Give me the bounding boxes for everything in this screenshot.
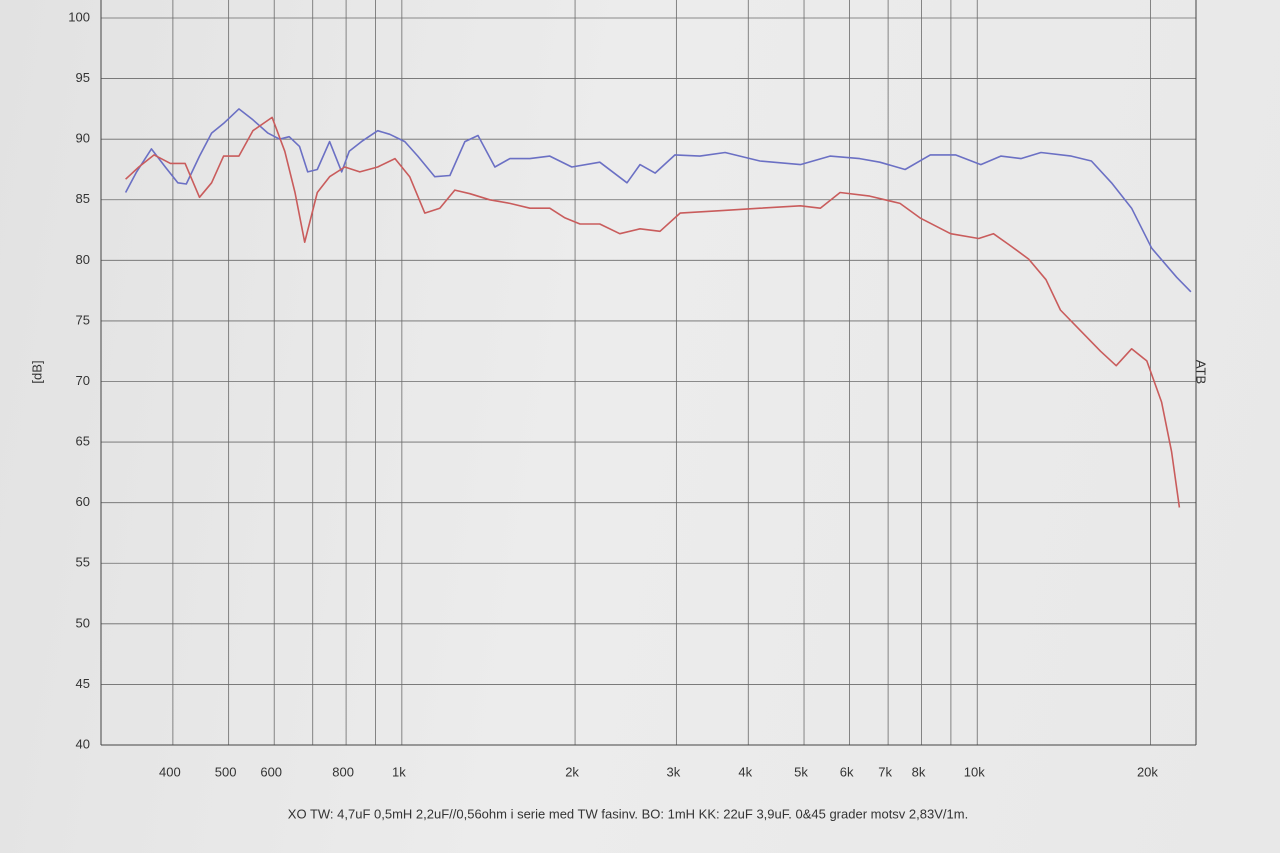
- x-tick-label: 1k: [392, 764, 406, 779]
- x-tick-label: 5k: [794, 764, 808, 779]
- y-tick-label: 40: [76, 736, 90, 751]
- x-tick-label: 7k: [878, 764, 892, 779]
- x-tick-label: 6k: [840, 764, 854, 779]
- y-tick-label: 95: [76, 70, 90, 85]
- y-tick-label: 100: [68, 9, 90, 24]
- y-tick-label: 45: [76, 676, 90, 691]
- x-tick-label: 500: [215, 764, 237, 779]
- y-axis-label: [dB]: [29, 360, 44, 383]
- x-tick-label: 4k: [738, 764, 752, 779]
- y-tick-label: 80: [76, 252, 90, 267]
- y-tick-label: 55: [76, 555, 90, 570]
- x-tick-label: 10k: [964, 764, 985, 779]
- y-tick-label: 85: [76, 191, 90, 206]
- y-tick-label: 75: [76, 312, 90, 327]
- y-tick-label: 50: [76, 615, 90, 630]
- x-tick-label: 600: [260, 764, 282, 779]
- y-tick-label: 90: [76, 131, 90, 146]
- y-tick-label: 60: [76, 494, 90, 509]
- x-tick-label: 20k: [1137, 764, 1158, 779]
- caption: XO TW: 4,7uF 0,5mH 2,2uF//0,56ohm i seri…: [288, 806, 968, 821]
- x-tick-label: 800: [332, 764, 354, 779]
- frequency-response-line: [125, 116, 1181, 508]
- y-tick-label: 70: [76, 373, 90, 388]
- y2-axis-label: ATB: [1194, 360, 1209, 384]
- x-tick-label: 400: [159, 764, 181, 779]
- x-tick-label: 8k: [912, 764, 926, 779]
- frequency-response-line: [124, 108, 1192, 293]
- x-tick-label: 3k: [667, 764, 681, 779]
- y-tick-label: 65: [76, 434, 90, 449]
- x-tick-label: 2k: [565, 764, 579, 779]
